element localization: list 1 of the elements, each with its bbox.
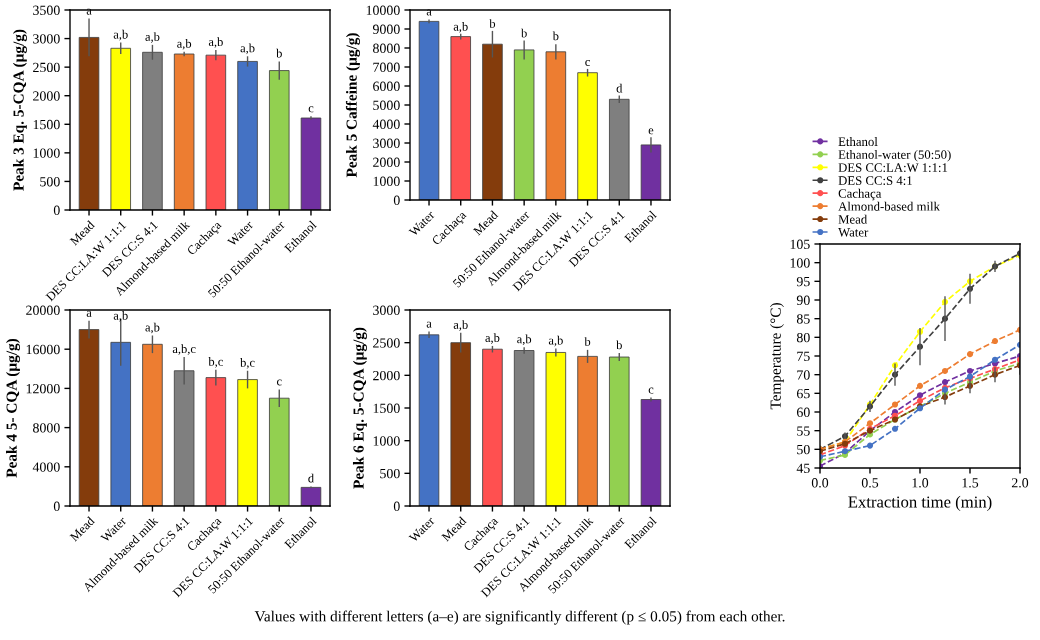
x-axis-title: Extraction time (min): [848, 495, 992, 511]
